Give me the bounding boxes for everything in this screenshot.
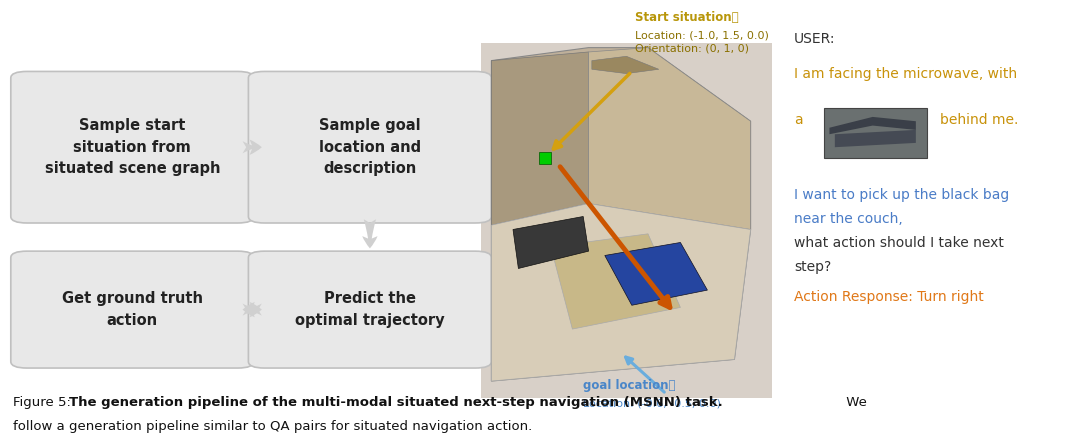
Polygon shape: [592, 56, 659, 74]
FancyBboxPatch shape: [11, 251, 254, 368]
FancyBboxPatch shape: [248, 251, 491, 368]
Text: behind me.: behind me.: [940, 113, 1018, 126]
Text: Predict the
optimal trajectory: Predict the optimal trajectory: [295, 291, 445, 328]
Text: follow a generation pipeline similar to QA pairs for situated navigation action.: follow a generation pipeline similar to …: [13, 420, 532, 433]
Polygon shape: [491, 52, 589, 225]
FancyBboxPatch shape: [11, 71, 254, 223]
Text: Figure 5:: Figure 5:: [13, 396, 76, 409]
Text: USER:: USER:: [794, 32, 835, 46]
Text: Location: (-1.0, 1.5, 0.0)
Orientation: (0, 1, 0): Location: (-1.0, 1.5, 0.0) Orientation: …: [635, 30, 769, 54]
Text: I want to pick up the black bag: I want to pick up the black bag: [794, 188, 1009, 202]
Text: Sample goal
location and
description: Sample goal location and description: [319, 118, 421, 176]
Polygon shape: [551, 234, 680, 329]
FancyBboxPatch shape: [481, 43, 772, 398]
FancyBboxPatch shape: [824, 108, 927, 158]
Text: Sample start
situation from
situated scene graph: Sample start situation from situated sce…: [44, 118, 220, 176]
Text: We: We: [842, 396, 867, 409]
Polygon shape: [513, 216, 589, 268]
Polygon shape: [491, 48, 751, 381]
Text: Start situation：: Start situation：: [635, 11, 739, 24]
Polygon shape: [835, 130, 916, 147]
Text: The generation pipeline of the multi-modal situated next-step navigation (MSNN) : The generation pipeline of the multi-mod…: [69, 396, 723, 409]
Text: Get ground truth
action: Get ground truth action: [62, 291, 203, 328]
Text: what action should I take next: what action should I take next: [794, 236, 1003, 250]
Text: Action Response: Turn right: Action Response: Turn right: [794, 290, 984, 304]
Text: near the couch,: near the couch,: [794, 212, 903, 226]
Polygon shape: [829, 117, 916, 134]
Polygon shape: [605, 242, 707, 305]
FancyBboxPatch shape: [248, 71, 491, 223]
Text: Location: (-0.6, -0.5, 0.0): Location: (-0.6, -0.5, 0.0): [583, 398, 721, 408]
Polygon shape: [589, 48, 751, 229]
Text: step?: step?: [794, 260, 831, 274]
Text: I am facing the microwave, with: I am facing the microwave, with: [794, 67, 1017, 81]
Text: a: a: [794, 113, 802, 126]
Text: goal location：: goal location：: [583, 379, 676, 392]
Polygon shape: [491, 204, 751, 381]
